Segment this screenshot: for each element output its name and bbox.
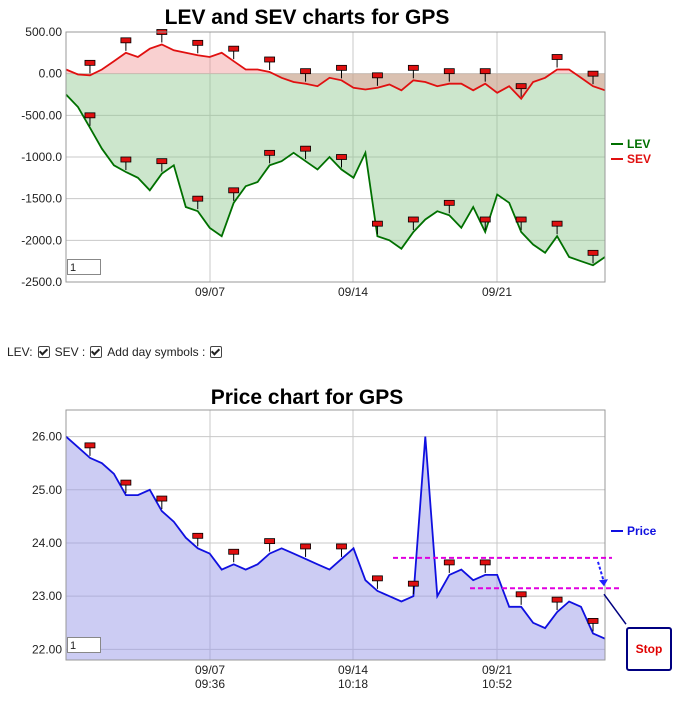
legend-label: SEV: [627, 152, 651, 166]
price-chart: Price chart for GPS 26.00 25.00 24.00 23.00…: [32, 386, 657, 691]
sev-checkbox[interactable]: [90, 346, 103, 358]
trend-arrow: [597, 561, 605, 583]
x-tick-label: 09/07: [195, 285, 225, 299]
day-symbol: [479, 559, 491, 566]
day-symbol: [228, 548, 240, 555]
day-symbol: [336, 154, 347, 160]
series-line: [65, 93, 606, 267]
day-symbol: [84, 442, 96, 449]
day-symbol: [587, 618, 599, 624]
day-symbol: [372, 575, 383, 582]
y-tick-label: 500.00: [25, 25, 62, 39]
y-tick-label: 0.00: [39, 67, 63, 81]
day-symbol: [372, 72, 383, 79]
day-symbol: [336, 64, 347, 71]
day-symbol: [156, 495, 168, 502]
day-symbol: [228, 187, 240, 194]
x-tick-label: 09/14: [338, 285, 368, 299]
y-tick-label: 23.00: [32, 589, 62, 603]
series-line: [65, 43, 606, 101]
day-symbol: [120, 156, 132, 163]
y-tick-label: -2000.0: [21, 233, 62, 247]
day-symbol: [551, 596, 563, 603]
day-symbol: [479, 68, 491, 75]
day-symbol: [515, 216, 527, 223]
day-symbol: [192, 195, 204, 202]
day-symbol: [407, 64, 419, 71]
y-tick-label: 24.00: [32, 536, 62, 550]
day-symbol: [587, 249, 599, 256]
chart-title: LEV and SEV charts for GPS: [165, 6, 450, 29]
x-tick-label: 10:52: [482, 299, 512, 300]
day-symbol: [264, 56, 276, 63]
day-symbol: [515, 591, 527, 598]
day-symbol: [228, 45, 240, 52]
day-symbol: [84, 59, 96, 66]
stop-pointer: [603, 593, 627, 625]
chart-title: Price chart for GPS: [211, 386, 404, 409]
day-symbol: [264, 149, 276, 156]
day-symbol: [336, 543, 347, 550]
lev-checkbox[interactable]: [37, 346, 50, 358]
x-tick-label: 09:36: [195, 299, 225, 300]
day-symbol: [551, 54, 563, 60]
day-symbol: [84, 112, 96, 119]
x-tick-label: 09:36: [195, 677, 225, 691]
day-symbol: [407, 216, 419, 223]
day-symbol: [372, 220, 383, 227]
chart-controls: LEV: SEV : Add day symbols :: [7, 345, 224, 359]
series-area: [66, 436, 605, 660]
y-tick-label: 26.00: [32, 430, 62, 444]
sev-checkbox-label: SEV :: [54, 345, 86, 359]
x-tick-label: 10:18: [338, 677, 368, 691]
trend-arrow-head: [599, 579, 608, 587]
x-tick-label: 09/21: [482, 285, 512, 299]
day-symbol: [587, 70, 599, 77]
x-tick-label: 09/07: [195, 663, 225, 677]
x-tick-label: 10:18: [338, 299, 368, 300]
lev-checkbox-label: LEV:: [7, 345, 33, 359]
legend-label: Price: [627, 524, 657, 538]
day-symbol: [156, 158, 168, 165]
y-tick-label: 25.00: [32, 483, 62, 497]
zoom-input[interactable]: 1: [67, 637, 101, 653]
day-symbol: [443, 68, 455, 75]
day-symbol: [300, 68, 311, 75]
y-tick-label: -1000.0: [21, 150, 62, 164]
lev-sev-chart: LEV and SEV charts for GPS 500.00 0.00 -50…: [21, 6, 651, 300]
stop-badge: Stop: [626, 627, 672, 671]
day-symbol: [300, 145, 311, 152]
plot-frame: [65, 31, 606, 283]
legend-label: LEV: [627, 137, 650, 151]
series-area: [66, 44, 605, 99]
y-tick-label: -2500.0: [21, 275, 62, 289]
y-tick-label: 22.00: [32, 642, 62, 656]
zoom-input[interactable]: 1: [67, 259, 101, 275]
day-symbol: [515, 83, 527, 90]
day-symbol: [192, 39, 204, 46]
y-tick-label: -500.00: [21, 108, 62, 122]
y-tick-label: -1500.0: [21, 192, 62, 206]
day-symbol: [479, 216, 491, 223]
day-symbols-checkbox-label: Add day symbols :: [107, 345, 206, 359]
day-symbol: [120, 479, 132, 486]
plot-frame: [65, 409, 606, 661]
x-tick-label: 10:52: [482, 677, 512, 691]
day-symbol: [407, 580, 419, 587]
series-area: [66, 73, 605, 266]
day-symbol: [300, 543, 311, 550]
day-symbol: [120, 37, 132, 44]
day-symbol: [551, 220, 563, 227]
x-tick-label: 09/21: [482, 663, 512, 677]
day-symbol: [443, 559, 455, 566]
day-symbol: [264, 538, 276, 545]
day-symbols-checkbox[interactable]: [210, 346, 223, 358]
day-symbol: [443, 199, 455, 206]
x-tick-label: 09/14: [338, 663, 368, 677]
series-line: [65, 435, 606, 640]
stop-label: Stop: [635, 642, 663, 656]
day-symbol: [192, 532, 204, 539]
